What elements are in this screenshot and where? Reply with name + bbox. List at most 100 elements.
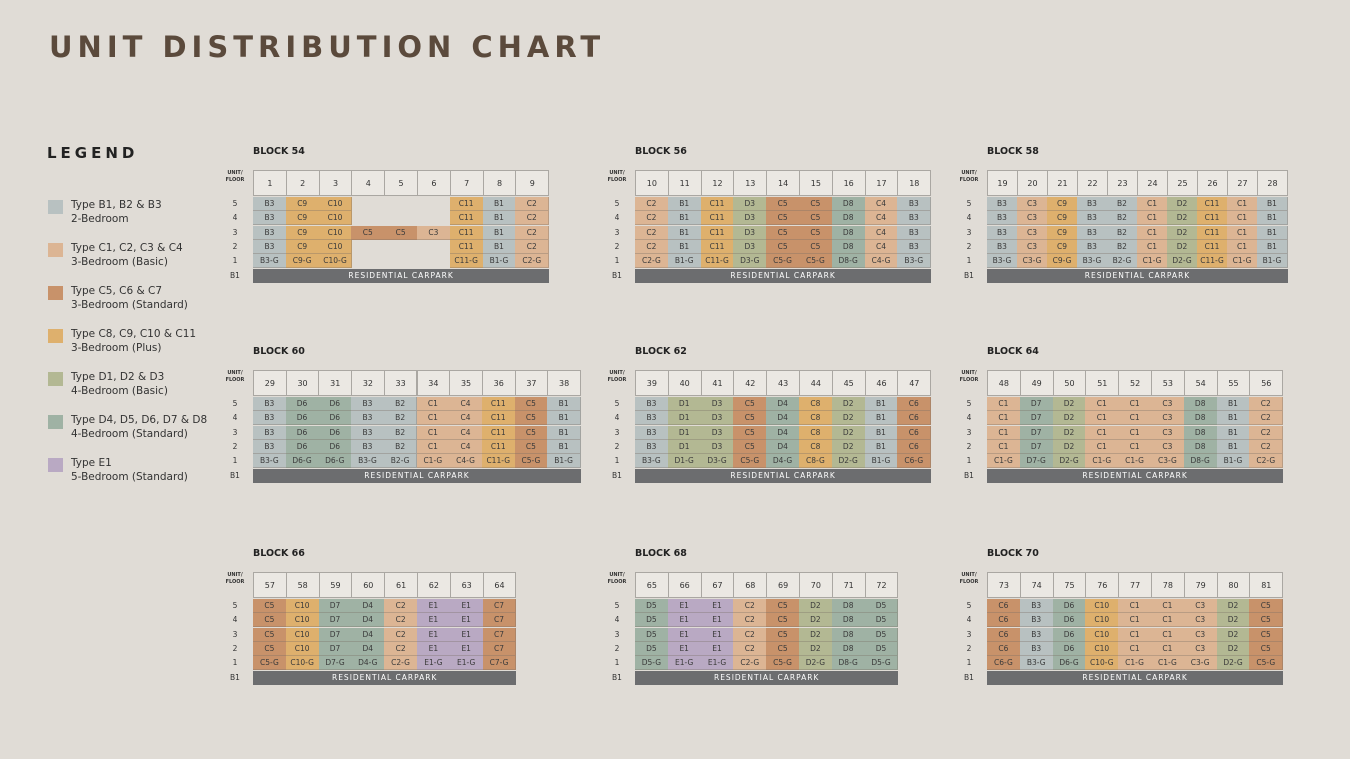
unit-cell: C1 [1118, 425, 1152, 440]
floor-label: FLOOR [607, 377, 627, 383]
unit-cell: C1 [1118, 397, 1152, 411]
floor-label-4: 4 [966, 413, 972, 423]
unit-cell: C2 [1249, 425, 1284, 440]
unit-number-header: 19 [987, 170, 1018, 196]
unit-cell: D2 [831, 425, 866, 440]
legend-text: Type E1 5-Bedroom (Standard) [71, 456, 188, 484]
unit-number-header: 13 [733, 170, 768, 196]
unit-cell: B3-G [351, 454, 385, 469]
legend-text: Type C1, C2, C3 & C4 3-Bedroom (Basic) [71, 241, 183, 269]
unit-number-header: 79 [1183, 572, 1218, 598]
unit-number-header: 42 [733, 370, 768, 396]
unit-cell: D4-G [351, 656, 386, 671]
unit-cell: C3 [1183, 641, 1218, 656]
unit-cell: D5-G [864, 656, 899, 671]
unit-cell: C2 [384, 613, 418, 628]
unit-cell: B2 [383, 439, 418, 454]
unit-cell: C3 [1017, 225, 1048, 240]
unit-number-header: 52 [1118, 370, 1152, 396]
unit-number-header: 71 [831, 572, 866, 598]
unit-cell: D2 [1216, 613, 1251, 628]
unit-cell: B1 [864, 439, 899, 454]
floor-label-1: 1 [966, 456, 972, 466]
unit-cell: D2 [1052, 425, 1087, 440]
unit-cell: D8 [831, 627, 866, 642]
unit-cell: C11 [1197, 225, 1228, 240]
unit-number-header: 37 [514, 370, 549, 396]
unit-cell: C4 [864, 239, 899, 254]
unit-cell: C4-G [864, 254, 899, 269]
floor-label: FLOOR [225, 177, 245, 183]
unit-cell: C10 [1085, 599, 1120, 613]
unit-cell: C5 [799, 225, 833, 240]
unit-cell: B1 [864, 425, 899, 440]
unit-number-header: 75 [1052, 572, 1087, 598]
legend-title: LEGEND [47, 144, 139, 162]
unit-cell: B3-G [253, 454, 287, 469]
unit-number-header: 15 [799, 170, 833, 196]
block-title: BLOCK 56 [635, 146, 687, 157]
floor-label-5: 5 [232, 601, 238, 610]
legend-desc: 3-Bedroom (Basic) [71, 256, 168, 268]
unit-cell: C2 [515, 197, 550, 211]
unit-cell: D7 [1019, 425, 1054, 440]
legend-text: Type B1, B2 & B3 2-Bedroom [71, 198, 162, 226]
unit-cell: C1 [1227, 211, 1258, 226]
unit-cell: C2 [635, 225, 669, 240]
legend-types: Type E1 [71, 457, 112, 469]
unit-cell: D8 [831, 239, 866, 254]
unit-cell: D7-G [1019, 454, 1054, 469]
unit-cell: C1-G [1137, 254, 1168, 269]
unit-cell: C4 [449, 397, 483, 411]
unit-cell: C5-G [766, 656, 800, 671]
unit-label: UNIT/ [609, 370, 625, 376]
unit-number-header: 55 [1216, 370, 1251, 396]
unit-cell: C3 [1183, 599, 1218, 613]
unit-cell: D5 [635, 641, 669, 656]
unit-number-header: 6 [417, 170, 451, 196]
unit-cell: D7-G [318, 656, 353, 671]
floor-label-2: 2 [614, 643, 620, 653]
unit-cell: C8 [799, 439, 833, 454]
unit-cell: C5 [766, 197, 800, 211]
floor-label-2: 2 [232, 241, 238, 251]
unit-number-header: 80 [1216, 572, 1251, 598]
unit-cell: C3-G [1017, 254, 1048, 269]
unit-number-header: 4 [351, 170, 386, 196]
unit-cell: B1 [547, 411, 581, 426]
unit-cell: D2 [1167, 211, 1198, 226]
floor-label-B1: B1 [964, 470, 974, 480]
unit-cell: C1 [416, 439, 451, 454]
floor-label-2: 2 [232, 441, 238, 451]
unit-cell: C1 [1118, 411, 1152, 426]
unit-cell: D8-G [831, 254, 866, 269]
unit-cell: E1-G [449, 656, 484, 671]
unit-cell: C7 [482, 599, 517, 613]
unit-cell: C1 [1118, 627, 1152, 642]
unit-cell: C1-G [1118, 656, 1152, 671]
unit-cell: D3 [700, 411, 735, 426]
unit-cell: D3 [733, 197, 768, 211]
unit-cell: C5 [384, 225, 418, 240]
legend-swatch [48, 286, 63, 300]
floor-label-4: 4 [232, 413, 238, 423]
unit-cell: C11 [700, 225, 735, 240]
unit-cell: C5 [766, 641, 800, 656]
unit-cell: C2-G [384, 656, 418, 671]
unit-cell: D5 [864, 627, 899, 642]
unit-cell: E1 [449, 641, 484, 656]
unit-cell: B1-G [864, 454, 899, 469]
residential-carpark: RESIDENTIAL CARPARK [635, 268, 932, 283]
unit-cell: D3-G [700, 454, 735, 469]
unit-cell: D1-G [667, 454, 702, 469]
unit-cell: C3 [1183, 613, 1218, 628]
unit-cell: C3-G [1183, 656, 1218, 671]
unit-cell: D1 [667, 439, 702, 454]
unit-cell: D7 [1019, 439, 1054, 454]
unit-cell: E1 [700, 627, 735, 642]
unit-cell: C9-G [285, 254, 320, 269]
unit-cell: B3 [987, 239, 1018, 254]
unit-number-header: 61 [384, 572, 418, 598]
unit-cell: C3 [1151, 411, 1185, 426]
unit-cell: B3-G [987, 254, 1018, 269]
